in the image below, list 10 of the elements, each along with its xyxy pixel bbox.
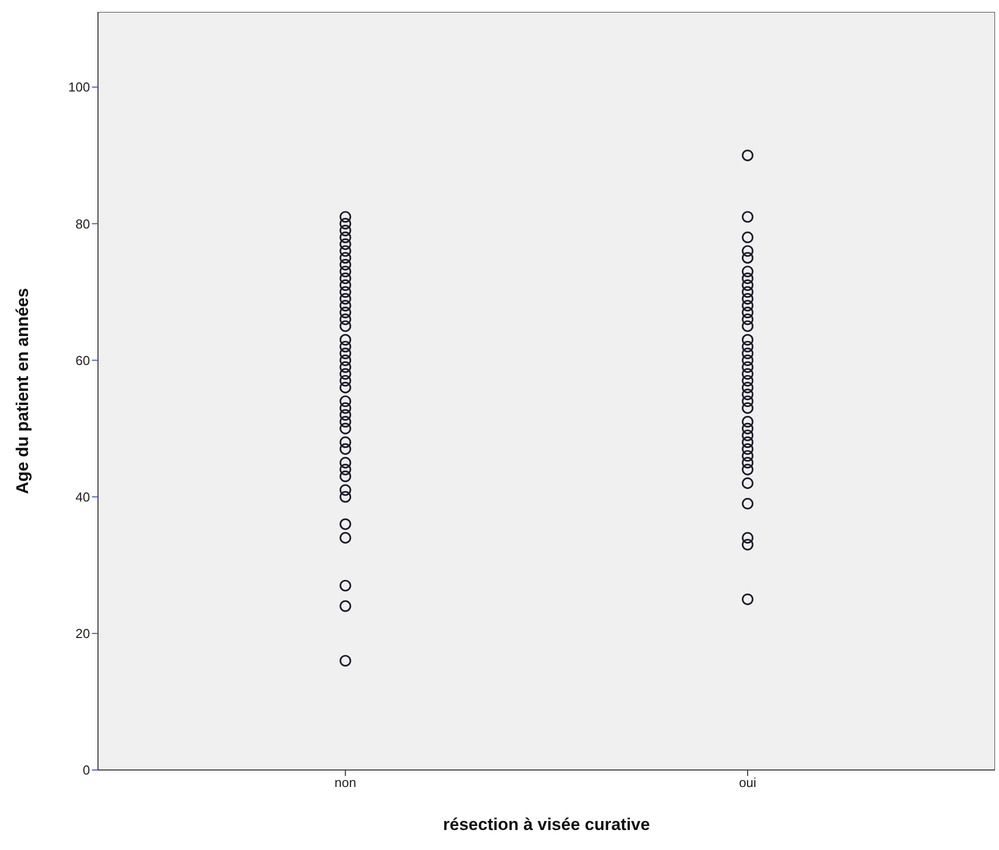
y-tick-label: 0 <box>82 762 90 778</box>
y-tick-label: 100 <box>68 80 90 95</box>
x-axis-title: résection à visée curative <box>443 815 650 834</box>
x-tick-label: oui <box>738 775 756 790</box>
y-tick-label: 20 <box>76 626 90 642</box>
y-tick-label: 60 <box>76 352 90 368</box>
y-tick-label: 80 <box>76 216 90 232</box>
x-tick-label: non <box>334 775 356 790</box>
y-tick-label: 40 <box>76 489 90 504</box>
y-axis-title: Age du patient en années <box>13 288 32 494</box>
